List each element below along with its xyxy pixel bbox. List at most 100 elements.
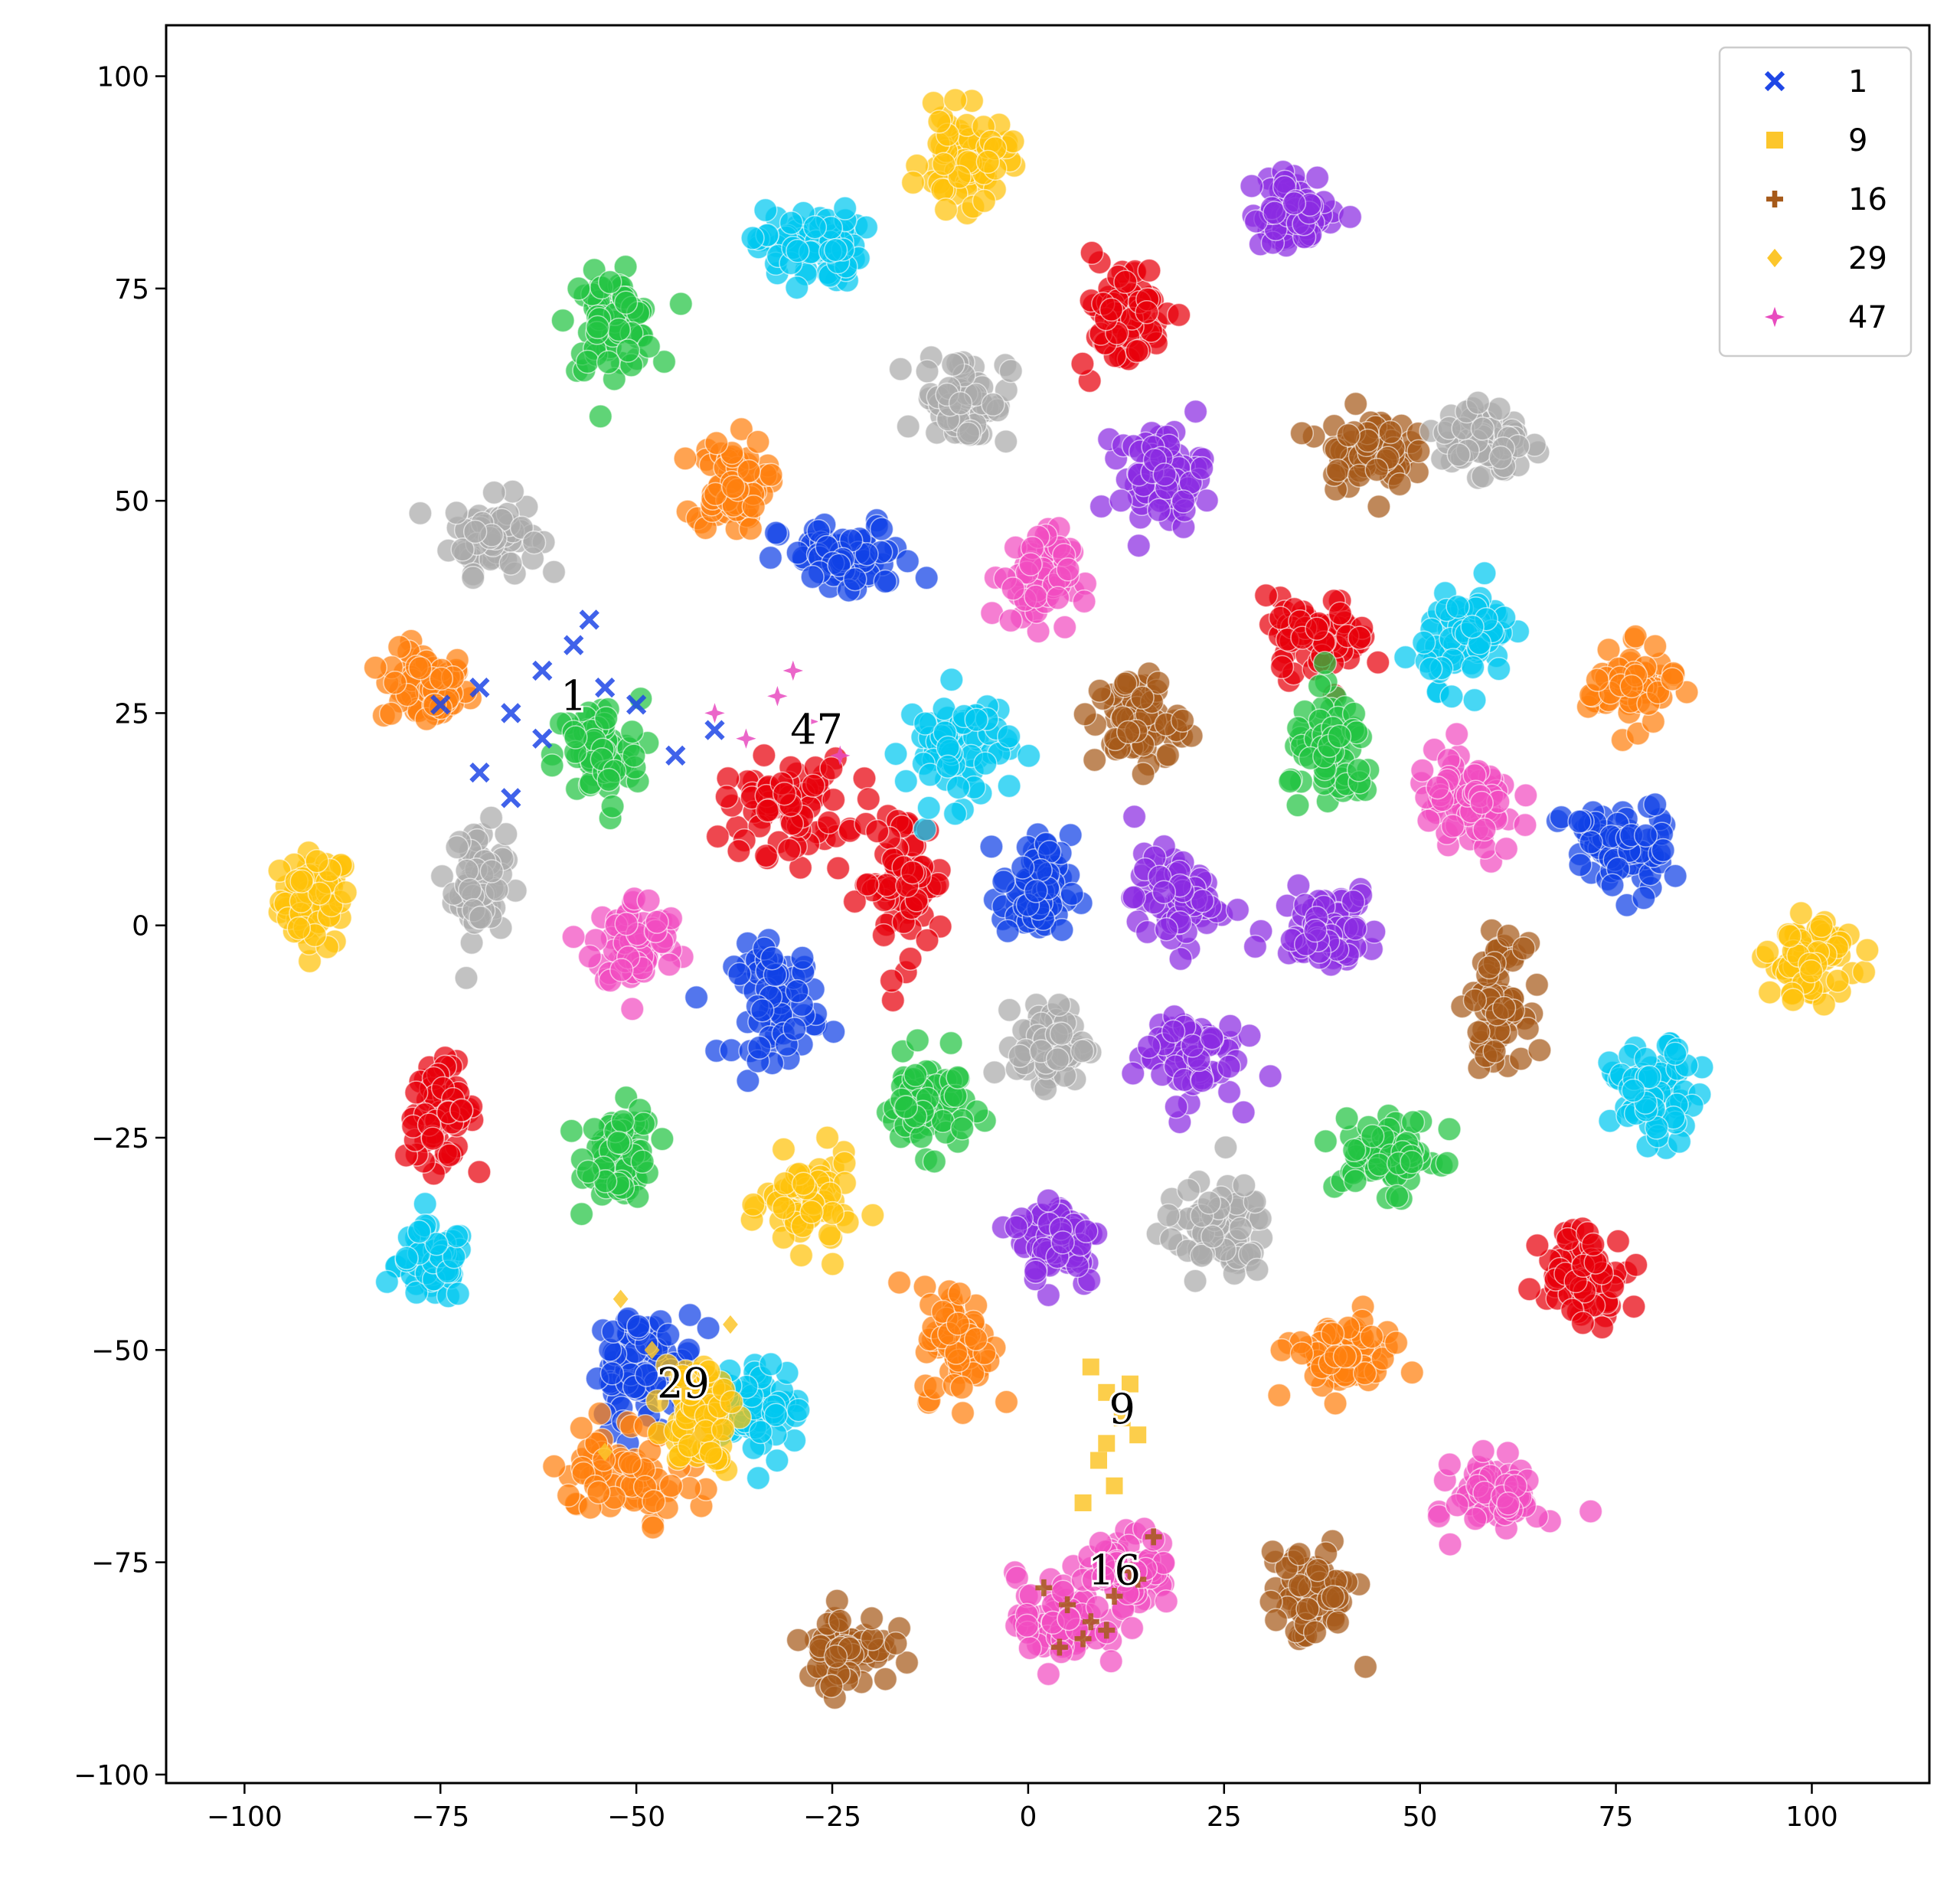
y-tick-label: −50 — [91, 1335, 149, 1367]
scatter-point — [1809, 913, 1834, 939]
scatter-point — [816, 810, 841, 835]
scatter-point — [786, 239, 810, 263]
scatter-point — [994, 1390, 1019, 1415]
scatter-point — [458, 877, 482, 902]
scatter-point — [408, 501, 433, 526]
scatter-point — [468, 905, 493, 930]
scatter-point — [576, 1159, 600, 1184]
scatter-point — [636, 888, 661, 913]
scatter-point — [1125, 338, 1149, 364]
scatter-point — [903, 1063, 928, 1088]
scatter-point — [1289, 421, 1315, 446]
scatter-point — [1295, 1596, 1320, 1622]
scatter-point — [785, 978, 809, 1004]
scatter-point — [1004, 1215, 1029, 1239]
scatter-point — [1325, 1610, 1351, 1635]
scatter-point — [1341, 889, 1366, 914]
scatter-point — [887, 1270, 912, 1295]
scatter-point — [383, 671, 407, 695]
scatter-point — [755, 799, 780, 823]
scatter-point — [1555, 1226, 1580, 1252]
scatter-point — [949, 1375, 974, 1400]
x-tick-label: 100 — [1785, 1801, 1838, 1833]
scatter-point — [1643, 634, 1668, 658]
scatter-point — [1462, 988, 1488, 1013]
scatter-point — [746, 1465, 771, 1491]
scatter-point — [363, 655, 388, 680]
scatter-point — [1237, 1024, 1262, 1048]
cluster — [1576, 624, 1699, 753]
scatter-point — [599, 1361, 625, 1386]
scatter-point — [940, 352, 965, 377]
scatter-point — [617, 1450, 642, 1475]
scatter-point — [1446, 594, 1470, 619]
scatter-point — [1023, 1259, 1048, 1284]
scatter-point — [1047, 992, 1071, 1017]
scatter-point — [737, 459, 761, 484]
scatter-point — [407, 1220, 432, 1244]
scatter-point — [1214, 1135, 1238, 1160]
series-point — [736, 728, 756, 749]
y-tick-label: 75 — [114, 274, 149, 305]
scatter-point — [1343, 391, 1368, 416]
scatter-point — [1243, 934, 1268, 959]
scatter-point — [1121, 1061, 1145, 1086]
series-point — [612, 1289, 629, 1308]
scatter-point — [378, 701, 403, 727]
scatter-point — [1513, 812, 1537, 838]
scatter-point — [305, 848, 329, 874]
scatter-point — [776, 838, 802, 863]
scatter-point — [577, 944, 603, 969]
scatter-point — [915, 359, 939, 384]
scatter-point — [746, 429, 770, 454]
scatter-point — [424, 1232, 449, 1256]
scatter-point — [933, 198, 959, 222]
cluster — [408, 479, 567, 590]
scatter-point — [991, 870, 1016, 894]
scatter-point — [819, 1674, 844, 1698]
scatter-point — [950, 1400, 975, 1426]
scatter-point — [832, 196, 858, 220]
x-tick-label: −75 — [411, 1801, 469, 1833]
scatter-point — [1014, 1613, 1040, 1638]
scatter-point — [498, 551, 523, 576]
scatter-point — [1321, 1585, 1345, 1609]
annotation-label: 9 — [1109, 1385, 1135, 1433]
scatter-point — [1400, 1150, 1424, 1174]
scatter-point — [786, 1397, 811, 1422]
series-point — [782, 660, 804, 681]
scatter-point — [461, 566, 485, 590]
scatter-point — [785, 275, 809, 300]
legend-label: 1 — [1848, 64, 1867, 100]
scatter-point — [1154, 916, 1179, 942]
scatter-point — [1632, 886, 1656, 910]
scatter-point — [1383, 1331, 1409, 1355]
scatter-point — [479, 859, 505, 883]
scatter-point — [869, 517, 894, 541]
scatter-point — [594, 706, 619, 730]
cluster — [1545, 792, 1687, 918]
scatter-point — [981, 392, 1005, 417]
scatter-point — [1074, 1219, 1099, 1243]
scatter-point — [759, 462, 783, 487]
scatter-point — [802, 214, 828, 240]
scatter-point — [736, 1069, 760, 1093]
scatter-point — [1663, 1041, 1687, 1066]
cluster — [1253, 583, 1390, 707]
annotation-label: 29 — [657, 1360, 710, 1408]
series-point — [1074, 1494, 1092, 1511]
scatter-point — [939, 668, 964, 692]
scatter-point — [1788, 901, 1814, 926]
scatter-point — [905, 1028, 930, 1053]
scatter-point — [860, 1627, 885, 1651]
scatter-point — [1131, 762, 1155, 786]
scatter-point — [587, 1401, 612, 1426]
scatter-point — [753, 198, 778, 223]
scatter-point — [1491, 995, 1517, 1021]
scatter-point — [454, 965, 479, 991]
cluster — [1121, 1004, 1282, 1135]
scatter-point — [873, 1667, 898, 1691]
scatter-point — [582, 1116, 606, 1141]
scatter-point — [972, 188, 997, 214]
scatter-point — [641, 1515, 665, 1540]
